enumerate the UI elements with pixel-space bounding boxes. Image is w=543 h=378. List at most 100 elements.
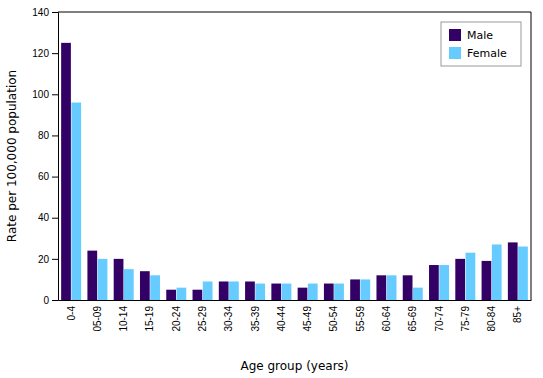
y-tick-label: 0: [43, 295, 49, 306]
bar: [455, 259, 465, 300]
y-tick-label: 20: [38, 254, 50, 265]
x-tick: 05-09: [92, 306, 103, 332]
bar-series: [61, 43, 517, 300]
y-tick: 100: [32, 89, 58, 100]
bar: [492, 244, 502, 300]
x-tick-label: 55-59: [355, 306, 366, 332]
bar: [324, 284, 334, 300]
x-tick-label: 45-49: [302, 306, 313, 332]
bars: [61, 43, 528, 300]
x-tick-label: 15-19: [144, 306, 155, 332]
y-tick-mark: [52, 94, 58, 95]
y-tick: 80: [38, 130, 58, 141]
y-tick: 140: [32, 7, 58, 18]
x-tick-label: 0-4: [66, 306, 77, 321]
x-axis-line: [59, 300, 532, 301]
x-tick-label: 30-34: [223, 306, 234, 332]
bar: [114, 259, 124, 300]
y-tick-mark: [52, 135, 58, 136]
x-tick-label: 10-14: [118, 306, 129, 332]
y-tick: 20: [38, 254, 58, 265]
y-tick-label: 60: [38, 171, 50, 182]
legend-swatch: [449, 47, 461, 59]
y-tick-mark: [52, 177, 58, 178]
y-axis-title: Rate per 100,000 population: [5, 70, 19, 242]
bar: [403, 275, 413, 300]
y-tick: 0: [43, 295, 58, 306]
x-tick-label: 35-39: [250, 306, 261, 332]
bar: [429, 265, 439, 300]
bar: [282, 284, 292, 300]
x-tick-label: 40-44: [276, 306, 287, 332]
x-tick-label: 65-69: [407, 306, 418, 332]
y-tick: 120: [32, 48, 58, 59]
bar: [245, 281, 255, 300]
frame-right: [531, 12, 532, 300]
x-tick-label: 20-24: [171, 306, 182, 332]
legend-item: Male: [449, 29, 493, 42]
y-tick-label: 80: [38, 130, 50, 141]
y-tick-label: 40: [38, 212, 50, 223]
x-tick-label: 75-79: [460, 306, 471, 332]
bar: [413, 288, 423, 300]
x-tick: 30-34: [223, 306, 234, 332]
y-tick-mark: [52, 218, 58, 219]
x-tick: 25-29: [197, 306, 208, 332]
y-tick: 60: [38, 171, 58, 182]
x-tick: 40-44: [276, 306, 287, 332]
x-tick: 60-64: [381, 306, 392, 332]
bar: [203, 281, 213, 300]
bar: [229, 281, 239, 300]
bar: [439, 265, 449, 300]
y-axis: 0 20 40 60 80 100 120 140: [32, 7, 58, 306]
bar: [376, 275, 386, 300]
y-tick-label: 140: [32, 7, 49, 18]
y-tick-mark: [52, 53, 58, 54]
bar: [150, 275, 160, 300]
legend-label: Female: [467, 47, 507, 60]
x-tick: 15-19: [144, 306, 155, 332]
x-tick-label: 05-09: [92, 306, 103, 332]
plot-area: 0 20 40 60 80 100 120 140 0-4 05-09 10-14 15-19 20-2…: [32, 7, 531, 332]
y-tick-mark: [52, 259, 58, 260]
y-tick: 40: [38, 212, 58, 223]
chart: 0 20 40 60 80 100 120 140 0-4 05-09 10-14 15-19 20-2…: [0, 0, 543, 378]
bar: [140, 271, 150, 300]
bar: [87, 251, 97, 300]
y-tick-mark: [52, 12, 58, 13]
bar-series: [71, 103, 527, 300]
x-axis: 0-4 05-09 10-14 15-19 20-24 25-29 30-34 35-39 40…: [59, 301, 532, 332]
bar: [124, 269, 134, 300]
x-tick-label: 60-64: [381, 306, 392, 332]
x-tick-label: 85+: [512, 306, 523, 323]
bar: [308, 284, 318, 300]
x-tick: 65-69: [407, 306, 418, 332]
x-tick-label: 70-74: [434, 306, 445, 332]
y-tick-mark: [52, 300, 58, 301]
x-tick: 10-14: [118, 306, 129, 332]
x-tick: 70-74: [434, 306, 445, 332]
bar: [98, 259, 108, 300]
x-tick: 0-4: [66, 306, 77, 321]
bar: [255, 284, 265, 300]
bar: [350, 279, 360, 300]
bar: [508, 242, 518, 300]
x-tick-label: 50-54: [328, 306, 339, 332]
x-tick: 45-49: [302, 306, 313, 332]
y-tick-label: 100: [32, 89, 49, 100]
x-tick-label: 25-29: [197, 306, 208, 332]
x-tick: 55-59: [355, 306, 366, 332]
frame-top: [58, 12, 531, 13]
bar: [71, 103, 81, 300]
bar: [466, 253, 476, 300]
x-tick: 50-54: [328, 306, 339, 332]
legend-item: Female: [449, 47, 507, 60]
bar: [298, 288, 308, 300]
x-tick: 85+: [512, 306, 523, 323]
legend-label: Male: [467, 29, 493, 42]
legend-swatch: [449, 29, 461, 41]
x-axis-title: Age group (years): [240, 359, 348, 373]
bar: [193, 290, 203, 300]
bar: [271, 284, 281, 300]
x-tick-label: 80-84: [486, 306, 497, 332]
